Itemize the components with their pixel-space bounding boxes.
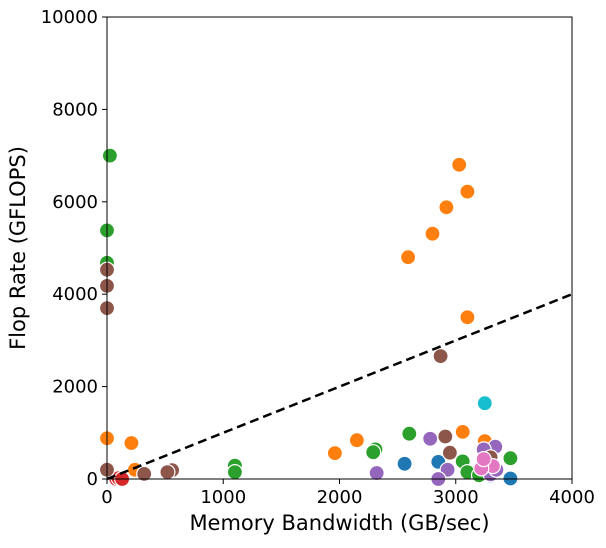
plot-area (106, 16, 573, 480)
y-axis: 0 2000 4000 6000 8000 10000 (41, 7, 107, 490)
data-point-s2-p5 (365, 444, 382, 461)
data-point-s2-p3 (401, 425, 418, 442)
data-point-s1-p1 (459, 183, 476, 200)
x-tick-label: 2000 (317, 487, 363, 508)
data-point-s5-p4 (437, 428, 454, 445)
data-point-s4-p0 (422, 430, 439, 447)
data-point-s2-p9 (226, 464, 243, 481)
data-point-s5-p8 (159, 464, 176, 481)
data-point-s1-p3 (424, 225, 441, 242)
data-point-s1-p9 (326, 445, 343, 462)
data-points (98, 147, 519, 488)
data-point-s6-p2 (475, 451, 492, 468)
data-point-s9-p0 (476, 395, 493, 412)
data-point-s4-p4 (368, 464, 385, 482)
x-axis-label: Memory Bandwidth (GB/sec) (189, 511, 489, 535)
y-tick-label: 6000 (52, 192, 98, 213)
data-point-s1-p5 (459, 309, 476, 326)
data-point-s1-p2 (438, 199, 455, 216)
data-point-s1-p4 (400, 249, 417, 266)
y-axis-label: Flop Rate (GFLOPS) (6, 146, 30, 350)
x-tick-label: 1000 (200, 487, 246, 508)
data-point-s5-p3 (432, 348, 449, 365)
x-tick-label: 3000 (433, 487, 479, 508)
y-tick-label: 0 (87, 469, 98, 490)
x-tick-label: 0 (101, 487, 112, 508)
data-point-s2-p0 (101, 147, 119, 164)
x-axis: 0 1000 2000 3000 4000 (101, 479, 595, 508)
data-point-s5-p9 (136, 465, 153, 482)
y-tick-label: 4000 (52, 284, 98, 305)
data-point-s1-p0 (451, 156, 468, 173)
data-point-s5-p5 (441, 444, 458, 461)
data-point-s2-p6 (502, 450, 519, 467)
data-point-s1-p8 (348, 432, 365, 449)
y-tick-label: 2000 (52, 377, 98, 398)
data-point-s0-p0 (396, 455, 413, 472)
y-tick-label: 8000 (52, 99, 98, 120)
x-tick-label: 4000 (549, 487, 595, 508)
data-point-s1-p7 (123, 434, 140, 452)
y-tick-label: 10000 (41, 7, 98, 28)
data-point-s1-p10 (454, 423, 471, 440)
